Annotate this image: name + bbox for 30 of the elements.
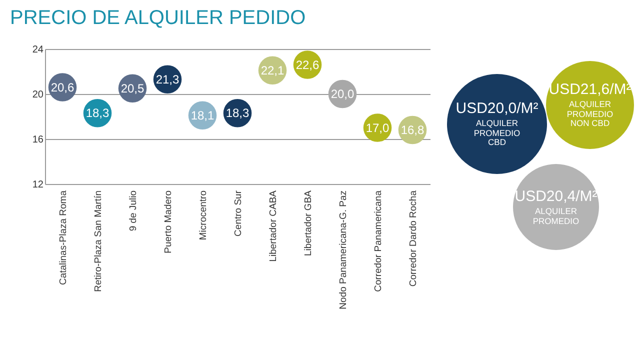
x-tick-label: Retiro-Plaza San Martín: [93, 190, 104, 292]
data-label: 18,1: [190, 108, 214, 122]
data-label: 20,0: [330, 87, 354, 101]
data-label: 17,0: [366, 120, 390, 135]
chart-title: PRECIO DE ALQUILER PEDIDO: [10, 7, 306, 29]
data-label: 20,6: [50, 80, 74, 94]
data-label: 16,8: [400, 123, 424, 137]
y-tick-label: 16: [32, 134, 44, 146]
x-tick-label: 9 de Julio: [128, 190, 139, 232]
x-tick-label: Nodo Panamericana-G. Paz: [338, 190, 349, 310]
data-label: 22,6: [296, 58, 320, 72]
x-tick-label: Centro Sur: [233, 190, 244, 236]
x-tick-label: Microcentro: [198, 190, 209, 240]
circle-badge: USD21,6/M² ALQUILER PROMEDIO NON CBD: [546, 61, 634, 149]
x-tick-label: Corredor Panamericana: [373, 190, 384, 292]
x-tick-label: Libertador CABA: [268, 190, 279, 262]
data-label: 21,3: [156, 72, 180, 86]
x-tick-label: Libertador GBA: [303, 190, 314, 256]
circle-badge: USD20,0/M² ALQUILER PROMEDIO CBD: [447, 74, 547, 174]
x-tick-label: Catalinas-Plaza Roma: [58, 190, 69, 286]
data-label: 20,5: [120, 81, 144, 96]
x-tick-label: Puerto Madero: [163, 190, 174, 254]
y-tick-label: 24: [32, 44, 44, 56]
data-label: 18,3: [86, 106, 110, 120]
y-tick-label: 12: [32, 180, 44, 190]
y-tick-label: 20: [32, 90, 44, 100]
x-tick-label: Corredor Dardo Rocha: [408, 190, 419, 287]
circle-badge: USD20,4/M² ALQUILER PROMEDIO: [513, 164, 599, 250]
data-label: 18,3: [226, 106, 250, 120]
data-label: 22,1: [260, 63, 284, 78]
